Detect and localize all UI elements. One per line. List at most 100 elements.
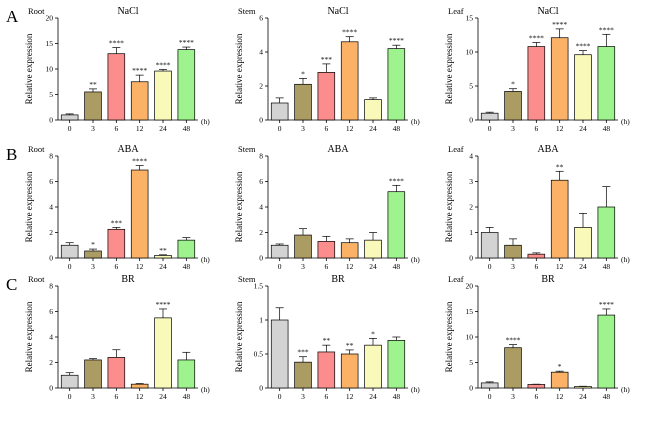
- y-axis-label: Relative expression: [234, 33, 244, 104]
- x-tick-label: 12: [556, 262, 564, 271]
- y-axis-label: Relative expression: [234, 171, 244, 242]
- bar-6: [107, 53, 126, 121]
- x-tick-label: 0: [278, 392, 282, 401]
- significance-marker: **: [89, 80, 97, 89]
- bar-24: [364, 344, 382, 389]
- x-tick-label: 6: [324, 262, 328, 271]
- y-tick-label: 6: [49, 177, 53, 186]
- significance-marker: **: [346, 341, 354, 350]
- bar-12: [130, 383, 149, 389]
- significance-marker: ****: [156, 300, 171, 309]
- y-tick-label: 5: [49, 90, 53, 99]
- bar-0: [60, 114, 79, 121]
- y-tick-label: 4: [49, 203, 53, 212]
- y-tick-label: 8: [259, 152, 263, 161]
- y-axis-label: Relative expression: [234, 301, 244, 372]
- chart-title: NaCl: [537, 6, 558, 17]
- x-tick-label: 0: [68, 262, 72, 271]
- x-tick-label: 48: [183, 392, 191, 401]
- x-tick-label: 3: [511, 262, 515, 271]
- x-tick-label: 48: [603, 124, 611, 133]
- bar-48: [387, 48, 406, 121]
- x-unit-label: (h): [201, 117, 210, 126]
- bar-48: [597, 46, 616, 121]
- y-tick-label: 1: [469, 228, 473, 237]
- bar-12: [550, 371, 569, 389]
- x-tick-label: 12: [136, 392, 144, 401]
- x-tick-label: 24: [159, 392, 167, 401]
- y-tick-label: 20: [466, 282, 474, 291]
- bar-3: [504, 244, 522, 259]
- y-tick-label: 0: [469, 254, 473, 263]
- bar-24: [364, 239, 382, 259]
- x-tick-label: 3: [511, 124, 515, 133]
- y-tick-label: 0: [49, 384, 53, 393]
- y-tick-label: 4: [469, 152, 473, 161]
- x-unit-label: (h): [411, 385, 420, 394]
- significance-marker: ****: [179, 38, 194, 47]
- significance-marker: **: [556, 162, 564, 171]
- x-tick-label: 3: [301, 392, 305, 401]
- bar-0: [480, 232, 499, 259]
- significance-marker: ****: [506, 336, 521, 345]
- x-tick-label: 48: [393, 262, 401, 271]
- bar-6: [107, 228, 126, 259]
- bar-6: [107, 357, 126, 389]
- bar-12: [340, 242, 359, 259]
- x-tick-label: 24: [369, 262, 377, 271]
- x-tick-label: 0: [68, 392, 72, 401]
- y-tick-label: 1: [259, 316, 263, 325]
- y-tick-label: 8: [49, 152, 53, 161]
- significance-marker: *: [301, 69, 305, 78]
- significance-marker: ****: [132, 157, 147, 166]
- bar-48: [177, 49, 196, 121]
- bar-48: [177, 239, 196, 259]
- y-tick-label: 10: [466, 48, 474, 57]
- bar-6: [527, 46, 546, 121]
- y-tick-label: 2: [49, 358, 53, 367]
- y-tick-label: 5: [469, 358, 473, 367]
- x-tick-label: 48: [183, 124, 191, 133]
- x-tick-label: 3: [301, 262, 305, 271]
- y-axis-label: Relative expression: [444, 171, 454, 242]
- bar-6: [317, 72, 336, 121]
- y-tick-label: 2: [49, 228, 53, 237]
- y-tick-label: 2: [259, 228, 263, 237]
- organ-label: Leaf: [448, 274, 464, 284]
- chart-title: BR: [121, 274, 135, 285]
- bar-12: [340, 353, 359, 389]
- x-unit-label: (h): [621, 117, 630, 126]
- y-tick-label: 2: [259, 82, 263, 91]
- x-tick-label: 48: [393, 124, 401, 133]
- bar-24: [154, 70, 172, 121]
- bar-12: [340, 41, 359, 121]
- x-tick-label: 24: [369, 124, 377, 133]
- y-tick-label: 4: [259, 203, 263, 212]
- bar-0: [480, 112, 499, 121]
- bar-3: [84, 250, 102, 259]
- bar-3: [294, 234, 312, 259]
- y-tick-label: 4: [49, 333, 53, 342]
- chart-title: BR: [541, 274, 555, 285]
- bar-3: [84, 91, 102, 121]
- x-tick-label: 12: [346, 392, 354, 401]
- bar-48: [387, 191, 406, 259]
- y-tick-label: 15: [46, 39, 54, 48]
- x-tick-label: 0: [278, 262, 282, 271]
- chart-title: NaCl: [117, 6, 138, 17]
- significance-marker: *: [511, 80, 515, 89]
- x-tick-label: 12: [556, 392, 564, 401]
- x-tick-label: 6: [534, 262, 538, 271]
- x-tick-label: 0: [488, 262, 492, 271]
- x-unit-label: (h): [411, 255, 420, 264]
- chart-panel: BR Leaf Relative expression 0 5 10 15 20 0 **** 3 6…: [444, 274, 630, 401]
- y-axis-label: Relative expression: [24, 171, 34, 242]
- y-tick-label: 15: [466, 14, 474, 23]
- x-tick-label: 48: [393, 392, 401, 401]
- x-tick-label: 12: [346, 124, 354, 133]
